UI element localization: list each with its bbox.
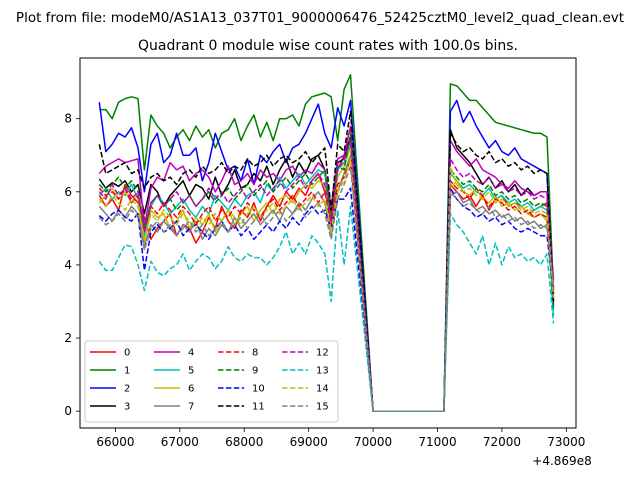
legend-label-15: 15 [316, 402, 329, 413]
legend-label-6: 6 [188, 384, 194, 395]
figure-suptitle: Plot from file: modeM0/AS1A13_037T01_900… [16, 10, 624, 26]
x-tick-label: 67000 [161, 435, 199, 449]
series-line-13 [98, 205, 555, 412]
legend-label-13: 13 [316, 366, 329, 377]
legend-label-1: 1 [124, 366, 130, 377]
series-line-1 [99, 74, 555, 412]
series-line-9 [98, 132, 555, 412]
legend-label-14: 14 [316, 384, 329, 395]
legend-box [84, 340, 339, 423]
x-tick-label: 68000 [225, 435, 263, 449]
series-line-14 [98, 158, 555, 412]
legend-label-3: 3 [124, 402, 130, 413]
legend-label-7: 7 [188, 402, 194, 413]
legend-label-12: 12 [316, 348, 329, 359]
legend-label-5: 5 [188, 366, 194, 377]
x-tick-label: 66000 [96, 435, 134, 449]
y-tick-label: 6 [64, 185, 72, 199]
x-tick-label: 71000 [418, 435, 456, 449]
x-tick-label: 72000 [483, 435, 521, 449]
series-layer [98, 74, 555, 412]
x-tick-label: 69000 [290, 435, 328, 449]
y-tick-label: 0 [64, 404, 72, 418]
x-offset-label: +4.869e8 [532, 454, 591, 468]
chart-title: Quadrant 0 module wise count rates with … [138, 38, 518, 54]
legend-label-8: 8 [252, 348, 258, 359]
x-tick-label: 70000 [354, 435, 392, 449]
legend-label-2: 2 [124, 384, 130, 395]
legend-label-9: 9 [252, 366, 258, 377]
series-line-10 [98, 187, 555, 412]
series-line-12 [98, 139, 555, 412]
axes-layer: 66000 67000 68000 69000 70000 71000 72000 73000… [64, 112, 585, 449]
x-tick-label: 73000 [547, 435, 585, 449]
plot-frame [79, 57, 577, 429]
legend-label-11: 11 [252, 402, 265, 413]
series-line-11 [98, 110, 555, 412]
series-line-7 [98, 154, 555, 412]
series-line-15 [98, 165, 555, 412]
legend-label-4: 4 [188, 348, 194, 359]
legend-label-0: 0 [124, 348, 130, 359]
y-tick-label: 2 [64, 331, 72, 345]
y-tick-label: 4 [64, 258, 72, 272]
y-tick-label: 8 [64, 112, 72, 126]
series-line-4 [98, 125, 555, 412]
legend-label-10: 10 [252, 384, 265, 395]
series-line-2 [98, 99, 555, 412]
